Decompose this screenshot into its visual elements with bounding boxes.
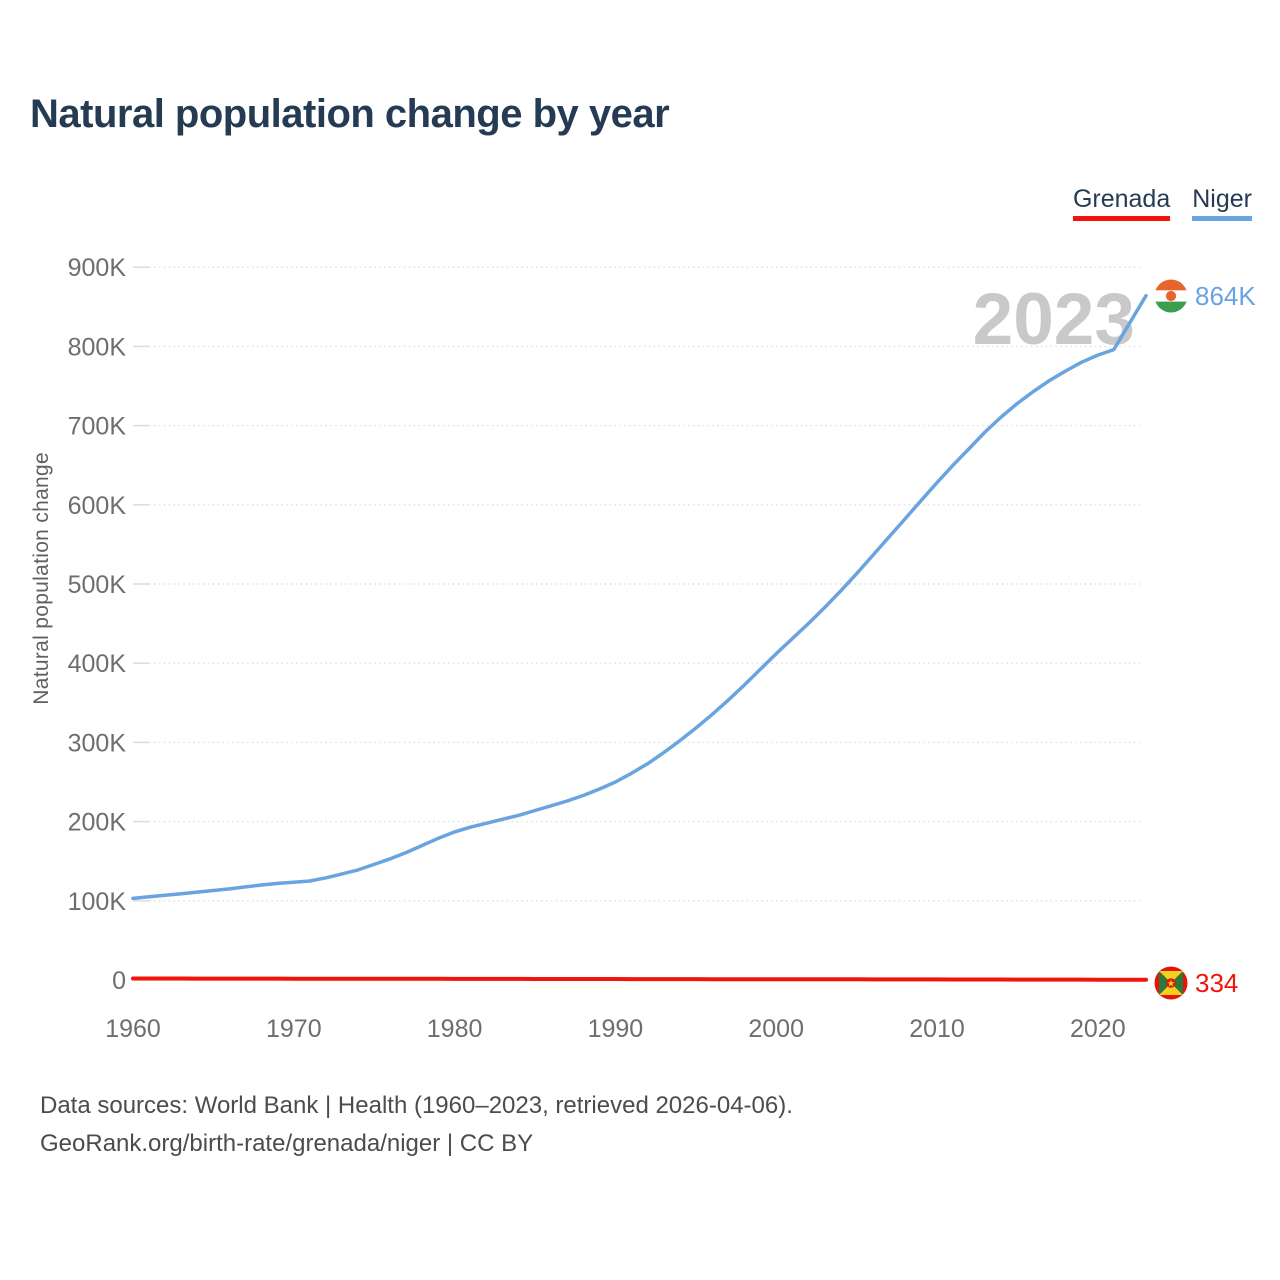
x-tick-label: 2000 — [748, 1015, 804, 1043]
y-tick-label: 100K — [68, 888, 127, 916]
niger-end-label-group: 864K — [1154, 279, 1256, 313]
x-tick-label: 1990 — [588, 1015, 644, 1043]
x-tick-label: 2010 — [909, 1015, 965, 1043]
x-tick-label: 2020 — [1070, 1015, 1126, 1043]
y-tick-label: 600K — [68, 492, 127, 520]
grenada-end-label-group: ★ 334 — [1154, 966, 1238, 1000]
x-tick-label: 1970 — [266, 1015, 322, 1043]
footer: Data sources: World Bank | Health (1960–… — [40, 1087, 793, 1163]
y-tick-label: 400K — [68, 650, 127, 678]
year-watermark: 2023 — [972, 279, 1135, 360]
footer-attribution: GeoRank.org/birth-rate/grenada/niger | C… — [40, 1130, 534, 1157]
svg-text:★: ★ — [1167, 978, 1176, 989]
footer-sources: Data sources: World Bank | Health (1960–… — [40, 1092, 793, 1119]
series-line-niger[interactable] — [131, 293, 1148, 901]
grenada-end-value: 334 — [1195, 968, 1239, 998]
y-tick-label: 0 — [112, 967, 126, 995]
chart-title: Natural population change by year — [30, 92, 670, 136]
y-tick-label: 700K — [68, 413, 127, 441]
grenada-flag-icon: ★ — [1154, 966, 1188, 1000]
y-tick-label: 200K — [68, 809, 127, 837]
y-tick-label: 800K — [68, 333, 127, 361]
x-tick-label: 1980 — [427, 1015, 483, 1043]
y-tick-label: 500K — [68, 571, 127, 599]
x-tick-label: 1960 — [105, 1015, 161, 1043]
niger-flag-icon — [1154, 279, 1188, 313]
y-tick-label: 300K — [68, 729, 127, 757]
niger-end-value: 864K — [1195, 281, 1256, 311]
legend: Grenada Niger — [1072, 185, 1252, 221]
legend-item-grenada[interactable]: Grenada — [1072, 185, 1171, 221]
y-tick-label: 900K — [68, 254, 127, 282]
series-line-grenada[interactable] — [131, 976, 1148, 982]
legend-item-niger[interactable]: Niger — [1192, 185, 1252, 221]
